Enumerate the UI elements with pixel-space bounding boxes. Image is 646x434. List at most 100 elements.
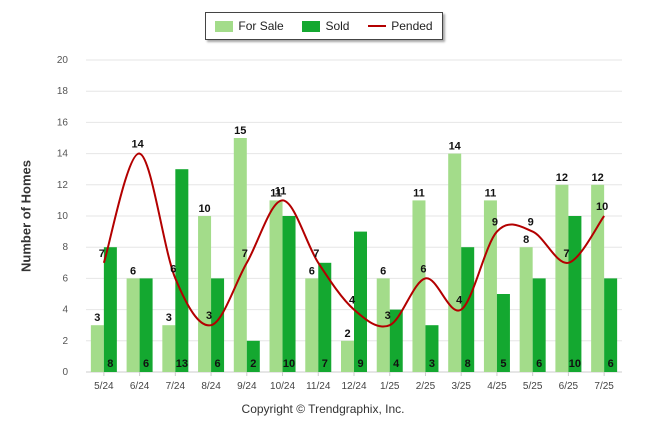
legend-item-for-sale[interactable]: For Sale <box>215 19 284 33</box>
data-label-for-sale: 6 <box>130 265 136 277</box>
data-label-for-sale: 3 <box>94 312 100 324</box>
data-label-sold: 13 <box>176 358 188 370</box>
data-label-sold: 6 <box>143 358 149 370</box>
x-tick-label: 8/24 <box>201 381 221 392</box>
bar-for-sale <box>269 200 283 372</box>
data-label-sold: 7 <box>322 358 328 370</box>
data-label-for-sale: 12 <box>556 172 568 184</box>
x-tick-label: 12/24 <box>341 381 366 392</box>
x-tick-label: 4/25 <box>487 381 507 392</box>
data-label-pended: 9 <box>492 217 498 229</box>
data-label-pended: 3 <box>385 310 391 322</box>
bar-for-sale <box>162 325 176 372</box>
x-tick-label: 3/25 <box>451 381 471 392</box>
bar-sold <box>425 325 439 372</box>
y-axis-title: Number of Homes <box>18 160 34 272</box>
data-label-sold: 9 <box>357 358 363 370</box>
bar-for-sale <box>519 247 533 372</box>
y-tick-label: 16 <box>57 117 69 128</box>
legend-swatch-pended <box>368 25 387 27</box>
bar-for-sale <box>305 278 319 372</box>
bar-for-sale <box>483 200 497 372</box>
data-label-for-sale: 6 <box>380 265 386 277</box>
bar-for-sale <box>233 138 247 372</box>
y-tick-label: 18 <box>57 86 69 97</box>
y-tick-label: 4 <box>62 305 68 316</box>
bar-sold <box>354 231 367 372</box>
data-label-sold: 8 <box>465 358 471 370</box>
data-label-sold: 8 <box>107 358 113 370</box>
data-label-pended: 6 <box>420 263 426 275</box>
bar-sold <box>246 340 260 372</box>
line-pended <box>102 152 605 328</box>
data-label-pended: 10 <box>596 201 608 213</box>
data-label-for-sale: 14 <box>449 141 462 153</box>
x-tick-label: 9/24 <box>237 381 257 392</box>
x-tick-label: 10/24 <box>270 381 295 392</box>
x-tick-label: 7/25 <box>594 381 614 392</box>
legend-label-for-sale: For Sale <box>238 19 284 33</box>
bar-sold <box>568 216 582 372</box>
bar-for-sale <box>412 200 426 372</box>
bar-sold <box>282 216 296 372</box>
data-label-pended: 7 <box>99 248 105 260</box>
bar-sold <box>604 278 618 372</box>
bar-sold <box>211 278 225 372</box>
x-tick-label: 5/24 <box>94 381 114 392</box>
data-label-sold: 3 <box>429 358 435 370</box>
data-label-sold: 10 <box>569 358 581 370</box>
y-tick-label: 10 <box>57 211 69 222</box>
data-label-for-sale: 3 <box>166 312 172 324</box>
bar-sold <box>461 247 475 372</box>
bar-for-sale <box>198 216 212 372</box>
data-label-pended: 7 <box>563 248 569 260</box>
x-tick-label: 6/24 <box>130 381 150 392</box>
data-label-pended: 6 <box>170 263 176 275</box>
bar-for-sale <box>376 278 390 372</box>
y-tick-label: 14 <box>57 149 69 160</box>
data-label-pended: 11 <box>275 185 287 197</box>
data-label-pended: 7 <box>313 248 319 260</box>
bar-sold <box>496 294 510 372</box>
data-label-for-sale: 11 <box>485 187 497 199</box>
bar-for-sale <box>555 184 569 372</box>
data-label-for-sale: 12 <box>592 172 604 184</box>
data-label-for-sale: 10 <box>198 203 210 215</box>
data-label-for-sale: 11 <box>413 187 425 199</box>
data-label-sold: 6 <box>536 358 542 370</box>
x-tick-label: 6/25 <box>559 381 579 392</box>
legend-swatch-for-sale <box>215 20 234 32</box>
data-label-pended: 9 <box>528 217 534 229</box>
data-label-pended: 14 <box>131 139 144 151</box>
y-tick-label: 0 <box>62 367 68 378</box>
legend-item-pended[interactable]: Pended <box>368 19 433 33</box>
legend: For Sale Sold Pended <box>205 12 443 40</box>
data-label-sold: 2 <box>250 358 256 370</box>
bar-for-sale <box>90 325 104 372</box>
y-tick-label: 2 <box>62 336 68 347</box>
bar-for-sale <box>126 278 140 372</box>
y-tick-label: 6 <box>62 273 68 284</box>
data-label-sold: 4 <box>393 358 400 370</box>
data-label-pended: 7 <box>242 248 248 260</box>
legend-label-sold: Sold <box>325 19 350 33</box>
bar-sold <box>103 247 117 372</box>
copyright-text: Copyright © Trendgraphix, Inc. <box>241 402 405 416</box>
data-label-for-sale: 2 <box>344 328 350 340</box>
data-label-sold: 10 <box>283 358 295 370</box>
legend-label-pended: Pended <box>391 19 433 33</box>
data-label-sold: 6 <box>608 358 614 370</box>
data-label-sold: 5 <box>500 358 506 370</box>
bar-sold <box>175 169 189 372</box>
legend-swatch-sold <box>302 20 321 32</box>
data-label-sold: 6 <box>215 358 221 370</box>
data-label-for-sale: 6 <box>309 265 315 277</box>
y-tick-label: 12 <box>57 180 69 191</box>
x-tick-label: 7/24 <box>166 381 186 392</box>
bar-sold <box>389 309 403 372</box>
y-tick-label: 8 <box>62 242 68 253</box>
data-label-pended: 3 <box>206 310 212 322</box>
data-label-for-sale: 11 <box>270 187 282 199</box>
legend-item-sold[interactable]: Sold <box>302 19 349 33</box>
